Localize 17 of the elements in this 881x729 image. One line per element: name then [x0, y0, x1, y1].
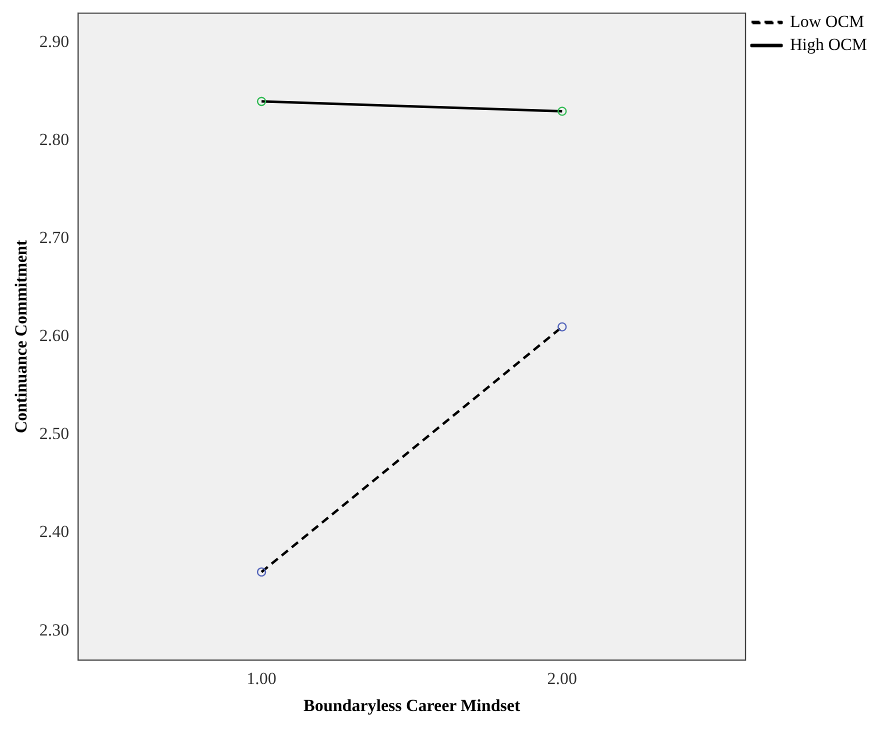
- y-tick-label: 2.60: [39, 326, 70, 346]
- y-tick-label: 2.40: [39, 522, 70, 542]
- point: [557, 322, 567, 332]
- point: [256, 96, 266, 106]
- legend-label: High OCM: [790, 34, 868, 54]
- y-tick-label: 2.70: [39, 228, 70, 248]
- x-tick-label: 1.00: [246, 668, 276, 688]
- y-tick-label: 2.90: [39, 32, 70, 52]
- y-axis-title: Continuance Commitment: [12, 240, 31, 434]
- y-tick-label: 2.50: [39, 424, 70, 444]
- x-tick-label: 2.00: [547, 668, 578, 688]
- y-tick-label: 2.80: [39, 130, 70, 150]
- point: [256, 567, 266, 577]
- legend-label: Low OCM: [790, 12, 864, 31]
- y-tick-label: 2.30: [39, 620, 70, 640]
- point: [557, 106, 567, 116]
- x-axis-title: Boundaryless Career Mindset: [304, 696, 520, 716]
